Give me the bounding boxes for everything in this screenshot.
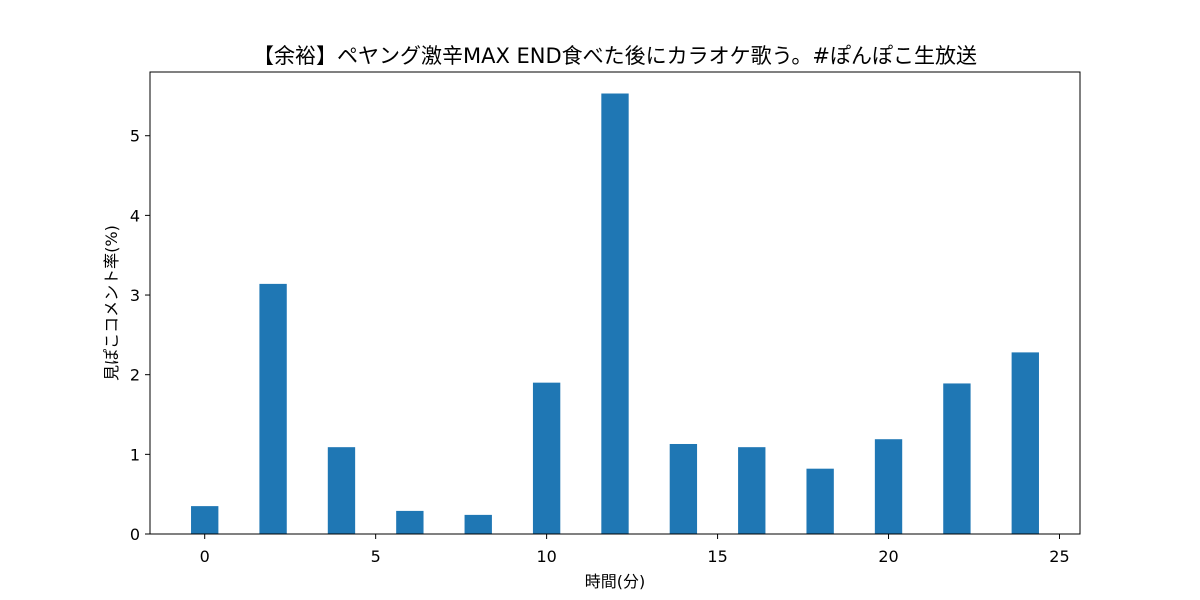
y-tick-label-5: 5 bbox=[130, 127, 140, 146]
x-tick-label-5: 5 bbox=[371, 547, 381, 566]
x-axis: 0 5 10 15 20 25 bbox=[200, 534, 1070, 566]
x-tick-label-0: 0 bbox=[200, 547, 210, 566]
bar-22 bbox=[943, 383, 971, 534]
plot-frame bbox=[149, 71, 1081, 535]
bar-18 bbox=[806, 468, 834, 534]
x-tick-label-10: 10 bbox=[536, 547, 556, 566]
bar-0 bbox=[191, 506, 219, 534]
bars-group bbox=[191, 93, 1039, 534]
x-axis-label: 時間(分) bbox=[585, 572, 646, 591]
bar-10 bbox=[532, 382, 561, 534]
bar-24 bbox=[1011, 352, 1039, 534]
bar-6 bbox=[396, 510, 424, 534]
bar-14 bbox=[669, 443, 698, 534]
y-tick-label-3: 3 bbox=[130, 286, 140, 305]
bar-20 bbox=[874, 439, 903, 534]
bar-4 bbox=[327, 447, 356, 534]
y-axis-label: 見ぽこコメント率(%) bbox=[102, 225, 121, 381]
y-tick-label-4: 4 bbox=[130, 206, 140, 225]
x-tick-label-15: 15 bbox=[707, 547, 727, 566]
y-tick-label-2: 2 bbox=[130, 366, 140, 385]
chart-title: 【余裕】ペヤング激辛MAX END食べた後にカラオケ歌う。#ぽんぽこ生放送 bbox=[253, 44, 977, 68]
x-tick-label-25: 25 bbox=[1049, 547, 1069, 566]
x-tick-label-20: 20 bbox=[878, 547, 898, 566]
y-tick-label-0: 0 bbox=[130, 525, 140, 544]
bar-2 bbox=[259, 283, 287, 534]
bar-8 bbox=[464, 514, 492, 534]
y-axis: 0 1 2 3 4 5 bbox=[130, 127, 150, 544]
bar-12 bbox=[601, 93, 629, 534]
y-tick-label-1: 1 bbox=[130, 445, 140, 464]
bar-16 bbox=[738, 447, 766, 534]
